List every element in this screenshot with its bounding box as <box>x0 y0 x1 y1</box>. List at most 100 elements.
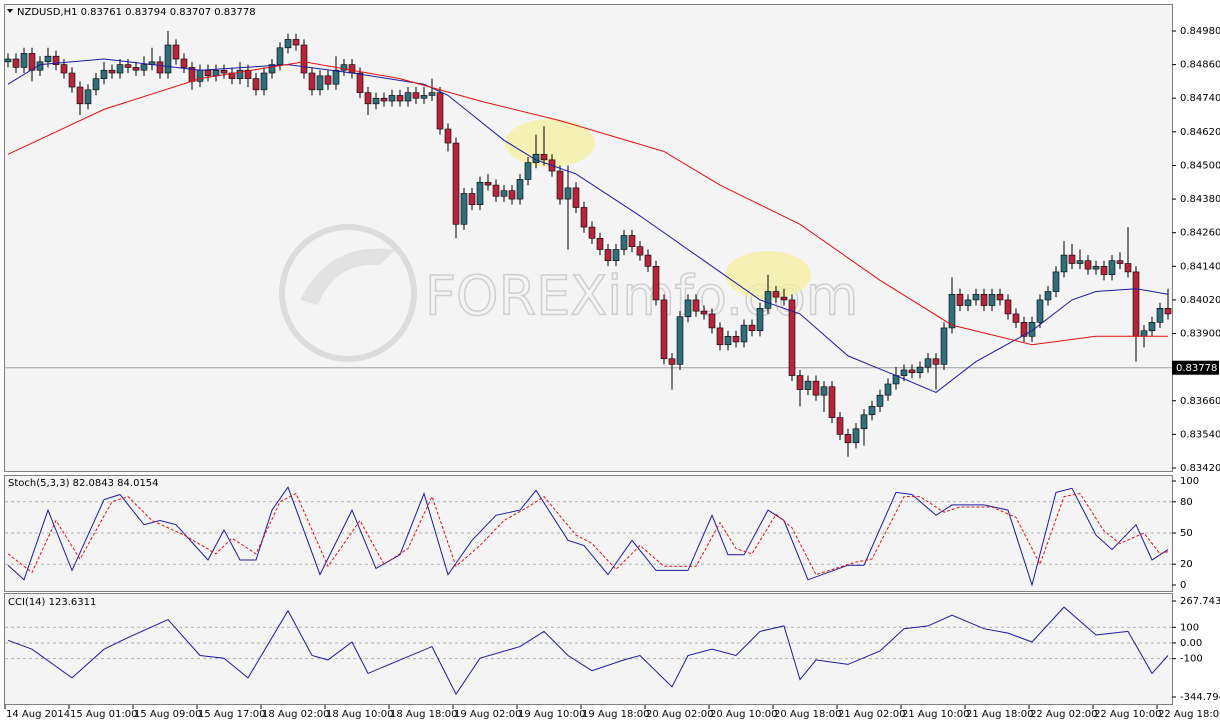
candle-body <box>20 53 28 68</box>
candle-body <box>492 184 500 197</box>
candle-body <box>684 299 692 318</box>
watermark-swoosh <box>300 248 395 305</box>
y-tick-label: 0.83540 <box>1180 429 1220 440</box>
candle-body <box>644 254 652 267</box>
candle-body <box>1012 313 1020 323</box>
cci-title: CCI(14) 123.6311 <box>8 597 96 608</box>
candle-body <box>292 39 300 46</box>
x-tick-label: 21 Aug 10:00 <box>902 709 969 720</box>
candle-body <box>1124 263 1132 273</box>
candle-body <box>1028 322 1036 337</box>
candle-body <box>1132 271 1140 337</box>
candle-body <box>92 78 100 91</box>
candle-body <box>404 92 412 102</box>
candle-body <box>12 58 20 68</box>
candle-body <box>252 78 260 91</box>
candle-body <box>884 383 892 396</box>
candle-body <box>916 366 924 374</box>
candle-body <box>812 380 820 396</box>
cci-panel <box>4 593 1173 705</box>
candle-body <box>348 64 356 74</box>
candle-body <box>788 299 796 376</box>
candle-body <box>1044 291 1052 301</box>
candle-body <box>116 64 124 74</box>
x-tick-label: 19 Aug 02:00 <box>454 709 521 720</box>
candle-body <box>940 327 948 365</box>
candle-body <box>908 369 916 374</box>
candle-body <box>356 72 364 93</box>
candle-body <box>212 69 220 77</box>
candle-body <box>172 44 180 60</box>
candle-body <box>412 92 420 99</box>
x-tick-label: 19 Aug 18:00 <box>582 709 649 720</box>
candle-body <box>876 394 884 407</box>
candle-body <box>1020 322 1028 337</box>
candle-body <box>972 294 980 301</box>
candle-body <box>1164 308 1172 315</box>
candle-body <box>484 181 492 186</box>
candle-body <box>948 294 956 329</box>
candle-body <box>340 64 348 71</box>
candle-body <box>1060 254 1068 273</box>
candle-body <box>308 72 316 91</box>
candle-body <box>460 193 468 225</box>
candle-body <box>828 386 836 418</box>
y-tick-label: 20 <box>1180 559 1193 570</box>
y-tick-label: 0.84020 <box>1180 295 1220 306</box>
indicator-line <box>7 58 1169 393</box>
candle-body <box>84 89 92 105</box>
y-tick-label: 267.743 <box>1180 596 1220 607</box>
candle-body <box>1068 254 1076 264</box>
candle-body <box>764 291 772 309</box>
candle-body <box>924 358 932 368</box>
candle-body <box>156 61 164 74</box>
candle-body <box>180 58 188 68</box>
y-tick-label: 0 <box>1180 580 1186 591</box>
candle-body <box>588 226 596 239</box>
candle-body <box>604 249 612 262</box>
candle-body <box>284 39 292 49</box>
y-tick-label: 0.84620 <box>1180 127 1220 138</box>
y-tick-label: 0.84740 <box>1180 93 1220 104</box>
y-tick-label: -100 <box>1180 654 1203 665</box>
candle-body <box>388 95 396 102</box>
x-tick-label: 20 Aug 18:00 <box>774 709 841 720</box>
candle-body <box>612 249 620 262</box>
x-tick-label: 18 Aug 18:00 <box>390 709 457 720</box>
y-tick-label: 80 <box>1180 497 1193 508</box>
x-tick-label: 15 Aug 01:00 <box>70 709 137 720</box>
candle-body <box>572 187 580 208</box>
candle-body <box>956 294 964 306</box>
candle-body <box>68 72 76 88</box>
candle-body <box>100 69 108 79</box>
candle-body <box>244 69 252 79</box>
candle-body <box>980 294 988 306</box>
candle-body <box>524 162 532 180</box>
candle-body <box>468 193 476 205</box>
candle-body <box>900 369 908 376</box>
candle-body <box>556 170 564 200</box>
candle-body <box>508 190 516 200</box>
candle-body <box>140 64 148 71</box>
last-price-label: 0.83778 <box>1176 363 1217 374</box>
candle-body <box>636 246 644 256</box>
candle-body <box>772 291 780 298</box>
candle-body <box>428 92 436 96</box>
candle-body <box>740 324 748 343</box>
candle-body <box>108 69 116 74</box>
candle-body <box>316 75 324 91</box>
candle-body <box>444 128 452 144</box>
candle-body <box>124 64 132 68</box>
menu-arrow[interactable] <box>7 9 13 13</box>
indicator-line <box>7 61 1168 346</box>
candle-body <box>724 336 732 346</box>
x-tick-label: 22 Aug 10:00 <box>1094 709 1161 720</box>
x-tick-label: 20 Aug 02:00 <box>646 709 713 720</box>
candle-body <box>500 190 508 197</box>
candle-body <box>1100 266 1108 276</box>
candle-body <box>748 324 756 332</box>
candle-body <box>28 53 36 71</box>
candle-body <box>756 308 764 332</box>
candle-body <box>332 69 340 85</box>
x-tick-label: 20 Aug 10:00 <box>710 709 777 720</box>
